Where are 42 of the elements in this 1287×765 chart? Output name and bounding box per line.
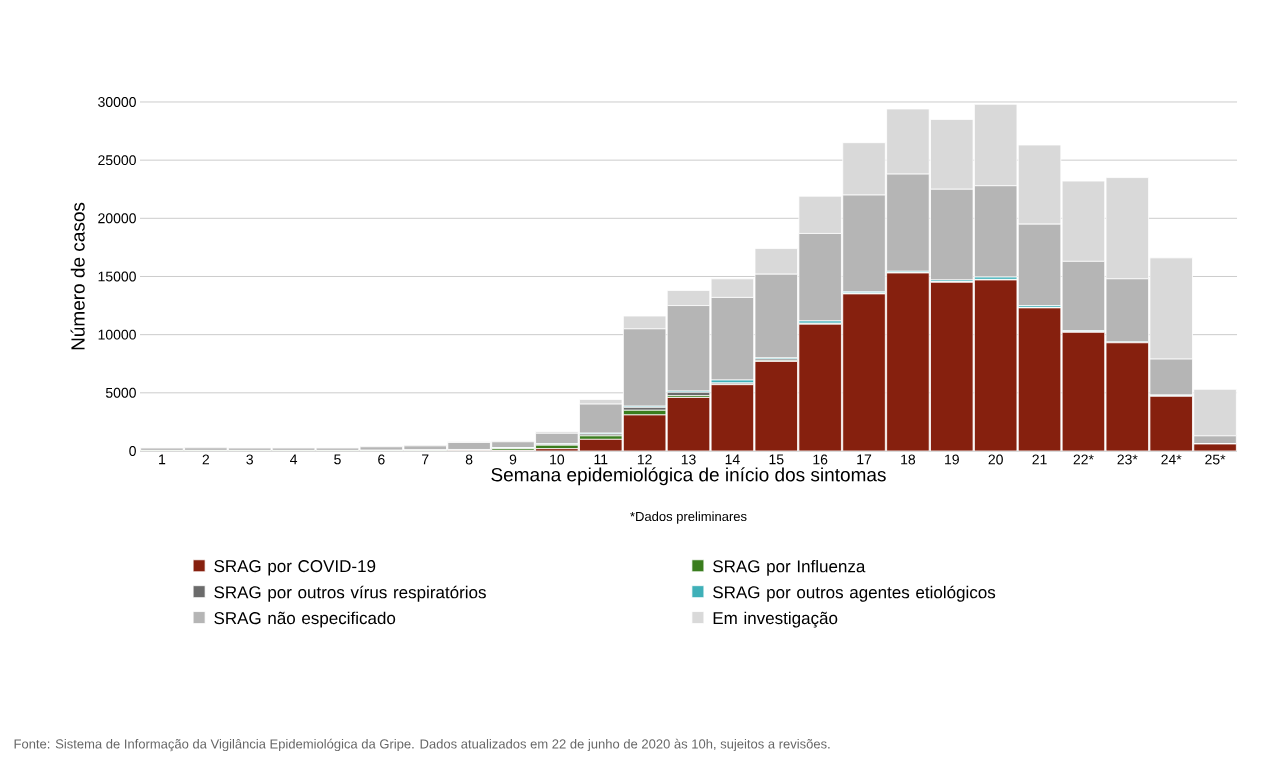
legend-label: SRAG não especificado — [214, 611, 396, 628]
source-note: Fonte: Sistema de Informação da Vigilância Epidemiológica da Gripe. Dados atualizados em 22 de junho de 2020 às 10h, sujeitos a revisões. — [14, 738, 830, 752]
y-tick-label: 0 — [129, 446, 136, 456]
legend-label: SRAG por outros vírus respiratórios — [214, 585, 486, 602]
x-tick-label: 5 — [334, 454, 341, 465]
y-tick-label: 15000 — [98, 271, 136, 282]
text: *Dados preliminares — [630, 511, 747, 524]
x-axis-title: Semana epidemiológica de início dos sintomas — [491, 467, 886, 486]
x-tick-label: 2 — [202, 454, 210, 465]
legend-label: SRAG por Influenza — [713, 559, 866, 576]
y-tick-label: 20000 — [98, 213, 136, 224]
x-tick-label: 21 — [1032, 454, 1047, 465]
legend-label: SRAG por outros agentes etiológicos — [713, 585, 996, 602]
y-tick-label: 10000 — [98, 329, 136, 340]
y-tick-label: 5000 — [105, 387, 136, 398]
x-tick-label: 20 — [988, 454, 1003, 465]
x-tick-label: 12 — [637, 454, 652, 465]
y-axis-title: Número de casos — [70, 202, 85, 350]
legend-label: Em investigação — [713, 611, 838, 628]
x-tick-label: 14 — [725, 454, 740, 465]
x-tick-label: 8 — [465, 454, 473, 465]
x-tick-label: 19 — [945, 454, 959, 465]
x-tick-label: 15 — [769, 454, 784, 465]
x-tick-label: 7 — [422, 454, 429, 465]
x-tick-label: 6 — [378, 454, 385, 465]
x-tick-label: 17 — [857, 454, 872, 465]
legend-label: SRAG por COVID-19 — [214, 560, 376, 576]
x-tick-label: 9 — [509, 454, 517, 465]
x-tick-label: 22* — [1073, 454, 1094, 465]
x-tick-label: 16 — [813, 454, 828, 465]
y-tick-label: 25000 — [98, 155, 136, 166]
x-tick-label: 24* — [1161, 454, 1182, 465]
x-tick-label: 18 — [901, 454, 916, 465]
x-tick-label: 13 — [681, 454, 696, 465]
x-tick-label: 3 — [246, 454, 253, 465]
y-tick-label: 30000 — [98, 97, 136, 107]
x-tick-label: 10 — [550, 454, 565, 465]
x-tick-label: 25* — [1205, 454, 1226, 465]
x-tick-label: 4 — [290, 454, 298, 465]
x-tick-label: 23* — [1117, 454, 1138, 465]
x-tick-label: 11 — [594, 454, 608, 465]
x-tick-label: 1 — [159, 454, 166, 465]
